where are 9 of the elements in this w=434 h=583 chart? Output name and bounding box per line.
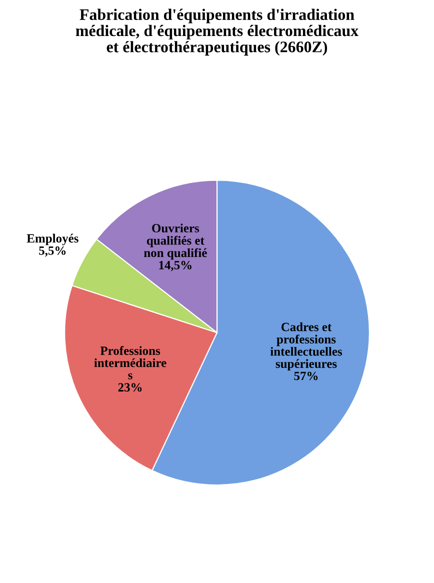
- data-label: 14,5%: [159, 260, 192, 272]
- slice-label: Cadres et professions intellectuelles supérieures: [270, 322, 342, 370]
- data-label: 23%: [118, 383, 142, 392]
- slice-label: Ouvriers qualifiés et non qualifié: [144, 224, 207, 260]
- data-label: 5,5%: [39, 246, 66, 257]
- slice-label: Employés: [26, 234, 78, 246]
- chart-title: Fabrication d'équipements d'irradiation médicale, d'équipements électromédicaux et électrothérapeutiques (2660Z): [76, 8, 358, 56]
- data-label: 57%: [294, 372, 318, 380]
- slice-label: Professions intermédiaire s: [94, 346, 166, 380]
